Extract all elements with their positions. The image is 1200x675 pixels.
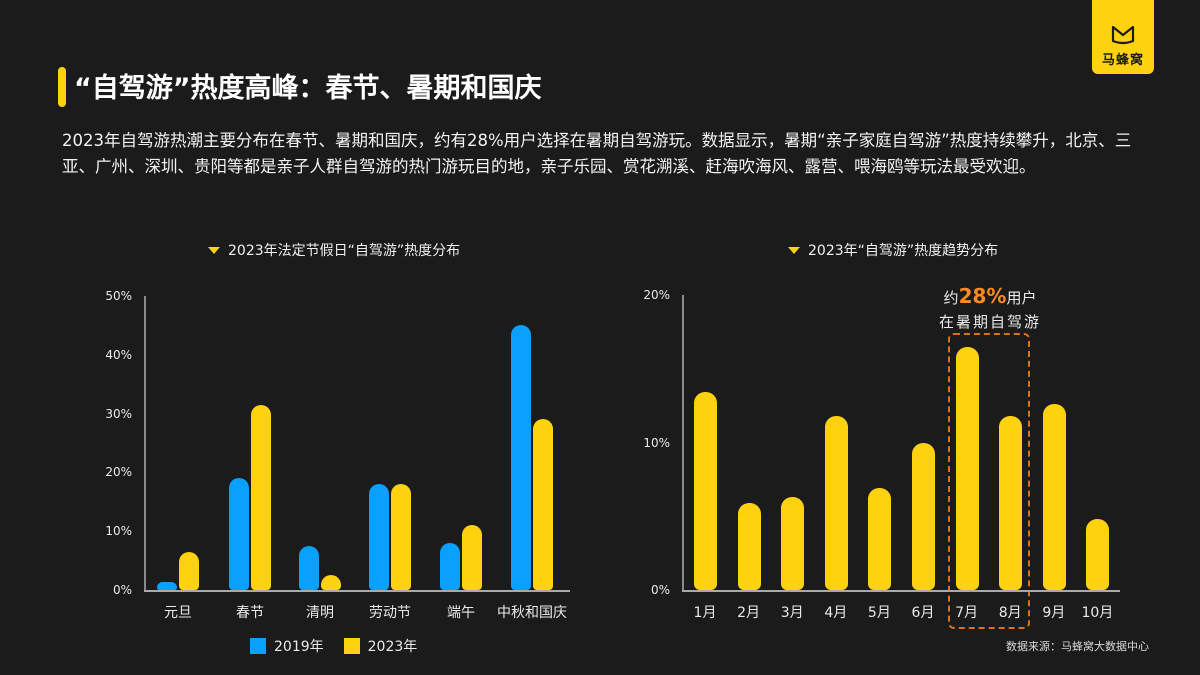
x-tick-label: 劳动节 <box>369 605 411 621</box>
y-tick-label: 10% <box>643 435 670 450</box>
annotation-suffix: 用户 <box>1006 289 1037 307</box>
x-tick-label: 端午 <box>447 605 475 621</box>
x-tick-label: 春节 <box>236 605 264 621</box>
page-title: “自驾游”热度高峰：春节、暑期和国庆 <box>74 73 542 104</box>
bar-2023年 <box>391 484 411 590</box>
x-axis <box>144 590 570 592</box>
x-tick-label: 4月 <box>824 605 848 621</box>
bar-2023年 <box>179 551 199 590</box>
bar-2023年 <box>533 419 553 590</box>
bar-2月 <box>737 502 761 590</box>
y-tick-label: 40% <box>105 347 132 362</box>
x-tick-label: 10月 <box>1081 605 1114 621</box>
x-tick-label: 9月 <box>1042 605 1066 621</box>
x-tick-label: 3月 <box>780 605 804 621</box>
m-logo-icon <box>1111 25 1135 45</box>
bar-2019年 <box>157 582 177 590</box>
left-chart-title-text: 2023年法定节假日“自驾游”热度分布 <box>228 243 461 259</box>
x-tick-label: 元旦 <box>164 605 192 621</box>
y-tick-label: 20% <box>105 465 132 480</box>
x-tick-label: 清明 <box>306 605 334 621</box>
bar-7月 <box>955 346 979 590</box>
bar-9月 <box>1042 404 1066 590</box>
y-tick-label: 30% <box>105 406 132 421</box>
left-chart-legend: 2019年 2023年 <box>250 636 417 656</box>
bar-2023年 <box>321 575 341 590</box>
left-chart-title: 2023年法定节假日“自驾游”热度分布 <box>208 240 460 260</box>
bar-2019年 <box>511 325 531 590</box>
x-tick-label: 2月 <box>737 605 761 621</box>
bar-8月 <box>999 415 1023 590</box>
y-axis <box>682 295 684 592</box>
bar-2019年 <box>440 542 460 590</box>
bar-5月 <box>868 488 892 590</box>
bar-6月 <box>912 442 935 590</box>
legend-swatch-2019 <box>250 638 266 654</box>
x-axis <box>682 590 1120 592</box>
triangle-down-icon <box>208 246 220 254</box>
legend-label-2019: 2019年 <box>274 639 324 655</box>
right-chart-title-text: 2023年“自驾游”热度趋势分布 <box>808 243 999 259</box>
bar-2023年 <box>462 525 482 590</box>
y-tick-label: 0% <box>112 583 132 597</box>
x-tick-label: 5月 <box>867 605 891 621</box>
y-axis <box>144 296 146 592</box>
summer-annotation: 约28%用户 在暑期自驾游 <box>910 284 1070 334</box>
data-source: 数据来源：马蜂窝大数据中心 <box>1006 640 1149 653</box>
annotation-prefix: 约 <box>943 289 959 307</box>
bar-1月 <box>694 392 717 590</box>
y-tick-label: 20% <box>643 288 670 302</box>
x-tick-label: 1月 <box>693 605 717 621</box>
legend-swatch-2023 <box>343 638 360 654</box>
bar-10月 <box>1086 519 1110 590</box>
annotation-value: 28% <box>958 284 1007 308</box>
triangle-down-icon <box>788 246 800 254</box>
summer-highlight-box <box>948 333 1030 629</box>
bar-2023年 <box>251 404 271 590</box>
x-tick-label: 7月 <box>955 605 979 621</box>
y-tick-label: 0% <box>650 583 670 597</box>
bar-3月 <box>781 497 805 590</box>
annotation-line2: 在暑期自驾游 <box>938 313 1041 331</box>
x-tick-label: 8月 <box>998 605 1022 621</box>
bar-4月 <box>824 415 848 590</box>
right-chart-title: 2023年“自驾游”热度趋势分布 <box>788 240 998 260</box>
description-paragraph: 2023年自驾游热潮主要分布在春节、暑期和国庆，约有28%用户选择在暑期自驾游玩… <box>62 131 1132 176</box>
x-tick-label: 中秋和国庆 <box>497 605 567 621</box>
legend-label-2023: 2023年 <box>367 639 418 655</box>
bar-2019年 <box>369 484 389 590</box>
bar-2019年 <box>229 478 249 590</box>
bar-2019年 <box>299 545 319 590</box>
brand-logo: 马蜂窝 <box>1092 0 1154 74</box>
y-tick-label: 50% <box>105 289 132 303</box>
y-tick-label: 10% <box>105 524 132 539</box>
brand-name: 马蜂窝 <box>1101 53 1144 68</box>
title-accent-bar <box>58 67 66 107</box>
x-tick-label: 6月 <box>911 605 935 621</box>
